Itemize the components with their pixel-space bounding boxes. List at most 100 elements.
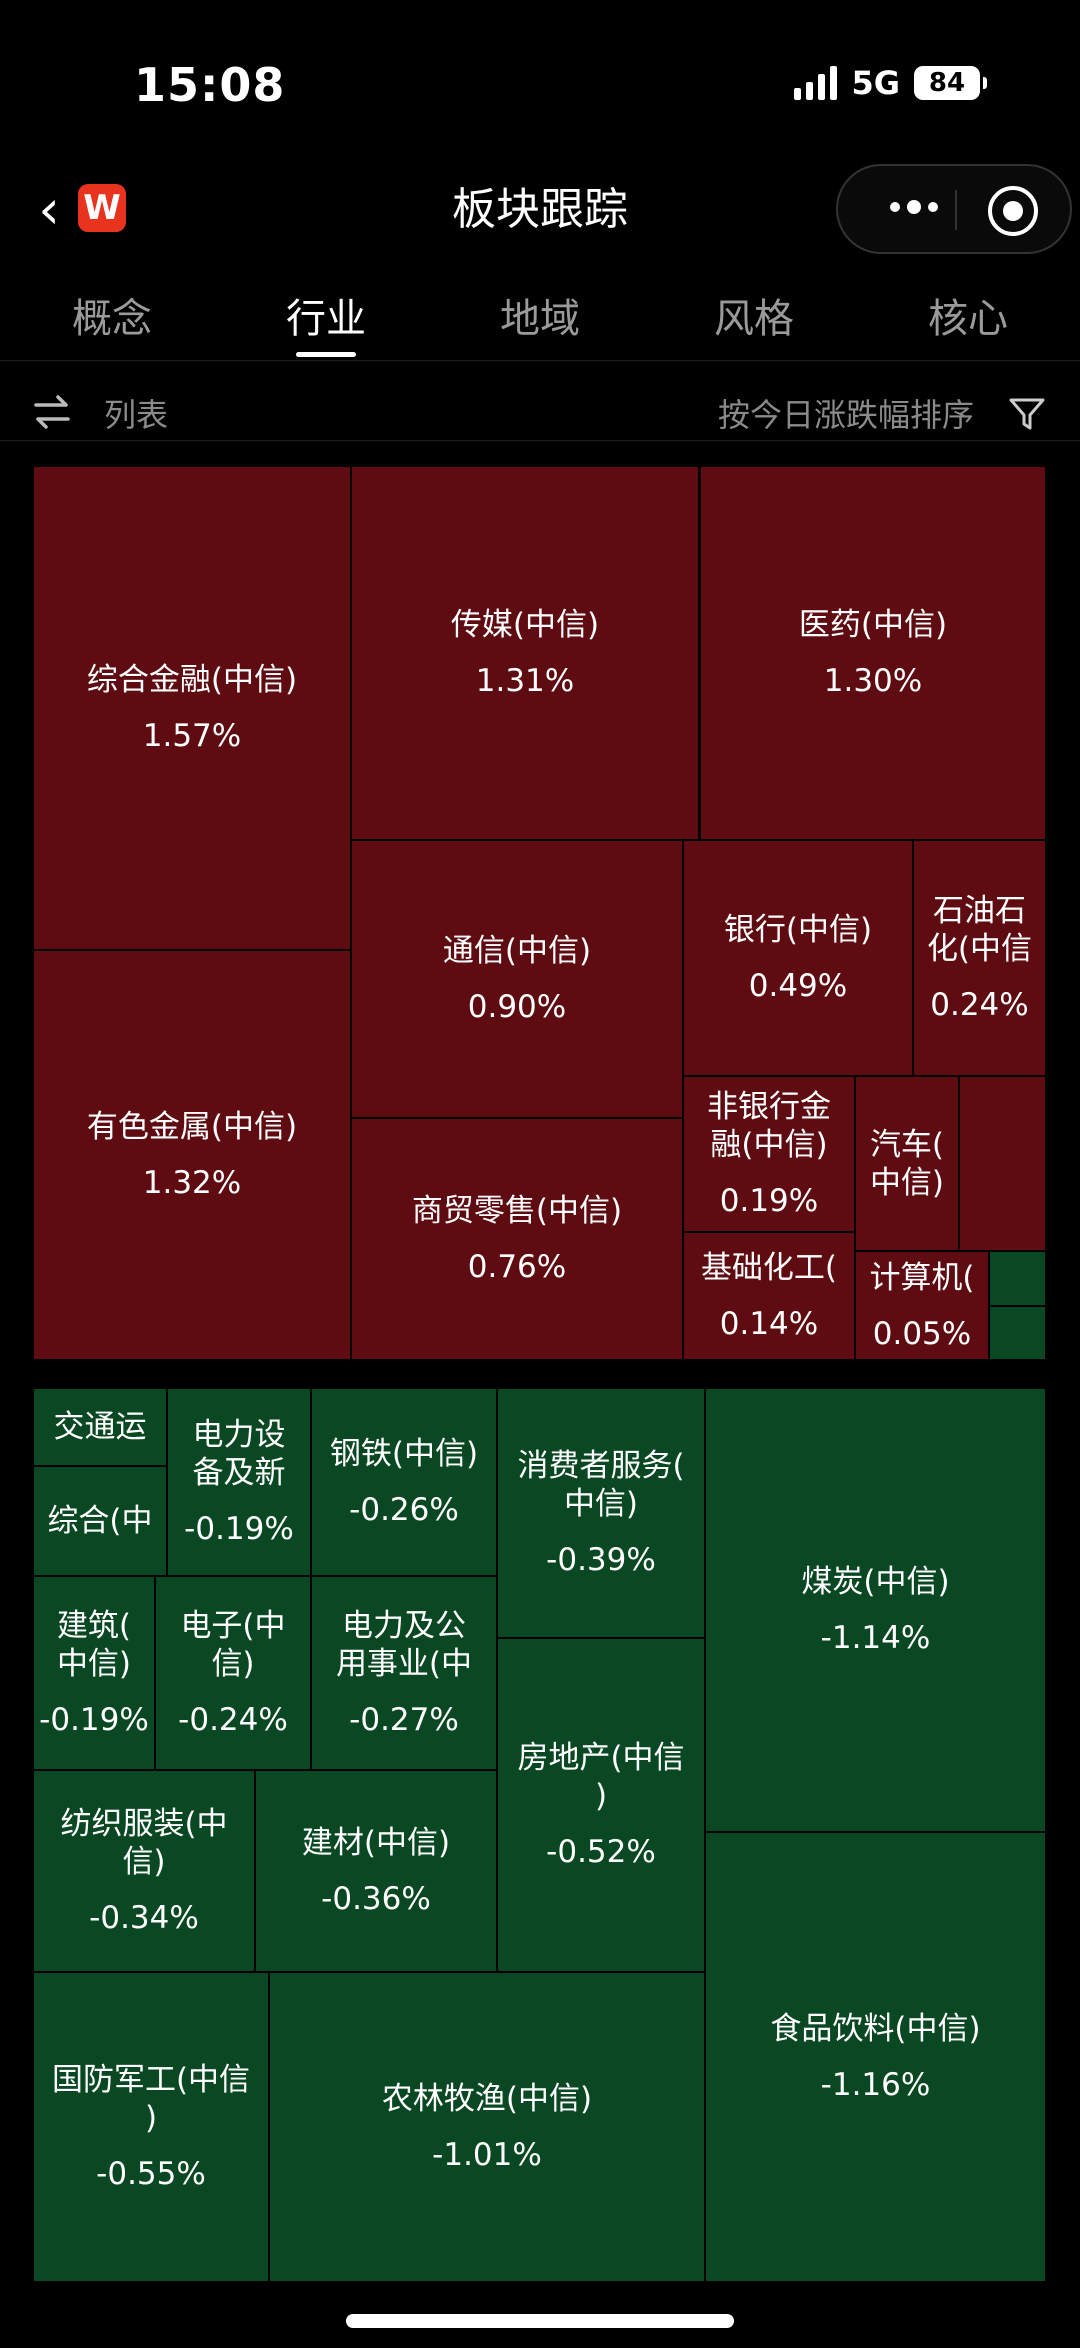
sector-change: -0.27%	[349, 1702, 459, 1738]
sector-tile[interactable]: 农林牧渔(中信) -1.01%	[270, 1973, 704, 2281]
sector-name: 交通运	[53, 1409, 147, 1445]
sector-tile[interactable]: 电力设 备及新 -0.19%	[168, 1389, 310, 1575]
battery-icon: 84	[914, 66, 987, 100]
sector-name: 石油石 化(中信	[926, 893, 1033, 967]
sector-tile[interactable]: 房地产(中信 ) -0.52%	[498, 1639, 704, 1971]
app-logo: W	[78, 184, 126, 232]
sector-tile[interactable]: 食品饮料(中信) -1.16%	[706, 1833, 1045, 2281]
sector-name: 银行(中信)	[723, 912, 873, 948]
active-tab-indicator	[296, 352, 356, 357]
sector-change: 1.32%	[142, 1165, 242, 1201]
sector-name: 消费者服务( 中信)	[517, 1448, 685, 1522]
filter-icon[interactable]	[1008, 396, 1046, 432]
tab-concept[interactable]: 概念	[72, 296, 152, 342]
tab-region[interactable]: 地域	[500, 296, 580, 342]
sector-tile[interactable]: 综合(中	[34, 1467, 166, 1575]
sector-tile[interactable]: 通信(中信) 0.90%	[352, 841, 682, 1117]
more-icon[interactable]	[890, 200, 938, 214]
sector-name: 国防军工(中信 )	[51, 2062, 251, 2136]
sort-label[interactable]: 按今日涨跌幅排序	[717, 396, 974, 434]
view-mode-label[interactable]: 列表	[104, 396, 169, 434]
sector-change: -0.19%	[39, 1702, 149, 1738]
sector-change: -0.19%	[184, 1511, 294, 1547]
sector-change: -0.55%	[96, 2156, 206, 2192]
sector-change: -1.01%	[432, 2137, 542, 2173]
swap-view-icon[interactable]	[32, 392, 72, 432]
sector-tile[interactable]	[960, 1077, 1045, 1250]
tab-style[interactable]: 风格	[714, 296, 794, 342]
sector-change: 0.24%	[930, 987, 1029, 1023]
miniapp-capsule	[836, 164, 1072, 254]
sector-change: -1.14%	[820, 1620, 931, 1656]
sector-tile[interactable]: 传媒(中信) 1.31%	[352, 467, 698, 839]
battery-level: 84	[928, 68, 966, 98]
sector-change: 0.76%	[467, 1249, 567, 1285]
sector-tile[interactable]: 电力及公 用事业(中 -0.27%	[312, 1577, 496, 1769]
sector-change: -0.34%	[89, 1900, 199, 1936]
home-indicator	[346, 2314, 734, 2328]
capsule-divider	[955, 190, 957, 230]
sector-name: 建材(中信)	[301, 1825, 451, 1861]
sector-name: 非银行金 融(中信)	[707, 1089, 831, 1163]
sector-change: -0.52%	[546, 1834, 656, 1870]
sector-name: 基础化工(	[700, 1250, 838, 1286]
category-tabs: 概念 行业 地域 风格 核心	[0, 286, 1080, 358]
back-arrow-icon[interactable]: ‹	[38, 178, 60, 241]
toolbar-divider	[0, 440, 1080, 441]
sector-name: 农林牧渔(中信)	[381, 2081, 593, 2117]
tab-core[interactable]: 核心	[928, 296, 1008, 342]
sector-tile[interactable]: 国防军工(中信 ) -0.55%	[34, 1973, 268, 2281]
sector-tile[interactable]: 纺织服装(中 信) -0.34%	[34, 1771, 254, 1971]
close-miniapp-icon[interactable]	[988, 186, 1038, 236]
sector-name: 房地产(中信 )	[517, 1740, 685, 1814]
sector-tile[interactable]: 石油石 化(中信 0.24%	[914, 841, 1045, 1075]
sector-name: 纺织服装(中 信)	[60, 1806, 228, 1880]
sector-name: 综合金融(中信)	[86, 662, 298, 698]
status-time: 15:08	[134, 58, 286, 112]
sector-change: -0.26%	[349, 1492, 459, 1528]
sector-change: -0.24%	[178, 1702, 288, 1738]
sector-tile[interactable]: 建材(中信) -0.36%	[256, 1771, 496, 1971]
sector-change: 1.30%	[823, 663, 923, 699]
sector-tile[interactable]: 消费者服务( 中信) -0.39%	[498, 1389, 704, 1637]
sector-tile[interactable]: 基础化工( 0.14%	[684, 1233, 854, 1359]
network-type: 5G	[851, 64, 900, 102]
sector-change: -0.39%	[546, 1542, 656, 1578]
sector-tile[interactable]: 有色金属(中信) 1.32%	[34, 951, 350, 1359]
sector-tile[interactable]: 综合金融(中信) 1.57%	[34, 467, 350, 949]
sector-tile[interactable]: 计算机(0.05%	[856, 1252, 988, 1359]
sector-change: 1.31%	[475, 663, 575, 699]
sector-tile[interactable]: 建筑( 中信) -0.19%	[34, 1577, 154, 1769]
sector-name: 食品饮料(中信)	[770, 2011, 981, 2047]
sector-tile[interactable]	[990, 1252, 1045, 1305]
sector-tile[interactable]	[990, 1307, 1045, 1359]
sector-name: 综合(中	[47, 1503, 153, 1539]
sector-name: 通信(中信)	[442, 933, 592, 969]
sector-name: 电子(中 信)	[180, 1608, 286, 1682]
tabs-divider	[0, 360, 1080, 361]
tab-industry[interactable]: 行业	[286, 296, 366, 342]
sector-tile[interactable]: 银行(中信) 0.49%	[684, 841, 912, 1075]
sector-change: 0.19%	[719, 1183, 819, 1219]
sector-tile[interactable]: 电子(中 信) -0.24%	[156, 1577, 310, 1769]
sector-tile[interactable]: 钢铁(中信) -0.26%	[312, 1389, 496, 1575]
sector-tile[interactable]: 交通运	[34, 1389, 166, 1465]
sector-name: 传媒(中信)	[450, 607, 600, 643]
sector-tile[interactable]: 商贸零售(中信) 0.76%	[352, 1119, 682, 1359]
sector-change: -0.36%	[321, 1881, 431, 1917]
sector-tile[interactable]: 煤炭(中信) -1.14%	[706, 1389, 1045, 1831]
sector-change: 1.57%	[142, 718, 242, 754]
sector-change: -1.16%	[820, 2067, 931, 2103]
sector-name: 钢铁(中信)	[329, 1436, 479, 1472]
status-indicators: 5G 84	[794, 64, 987, 102]
sector-name: 电力设 备及新	[192, 1417, 286, 1491]
sector-change: 0.14%	[719, 1306, 819, 1342]
sector-tile[interactable]: 医药(中信) 1.30%	[701, 467, 1045, 839]
sector-name: 计算机(	[869, 1259, 975, 1296]
sector-name: 电力及公 用事业(中	[335, 1608, 473, 1682]
sector-name: 医药(中信)	[798, 607, 948, 643]
sector-tile[interactable]: 非银行金 融(中信) 0.19%	[684, 1077, 854, 1231]
sector-change: 0.90%	[467, 989, 567, 1025]
sector-tile[interactable]: 汽车( 中信)	[856, 1077, 958, 1250]
sector-change: 0.49%	[748, 968, 848, 1004]
